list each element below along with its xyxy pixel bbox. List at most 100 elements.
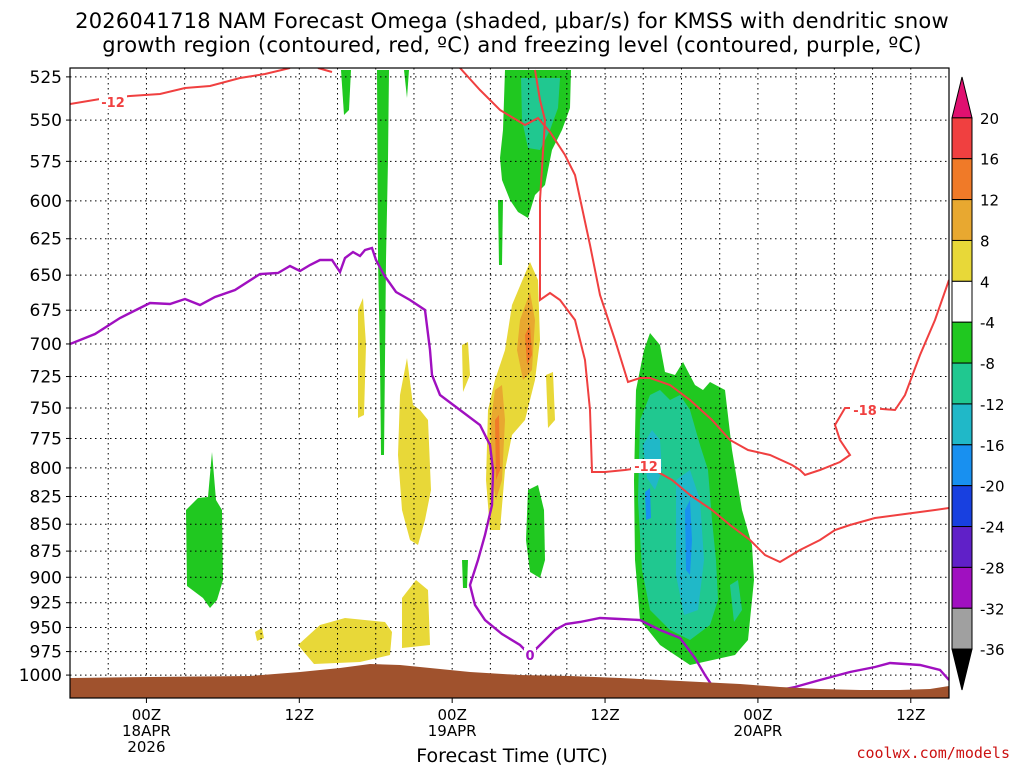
- y-tick-label: 775: [30, 429, 62, 449]
- x-tick-label: 20APR: [733, 722, 782, 740]
- colorbar-label: -32: [980, 600, 1005, 618]
- omega-area-blue: [685, 500, 692, 575]
- y-tick-label: 750: [30, 399, 62, 419]
- colorbar-swatch: [951, 199, 973, 241]
- x-tick-label: 12Z: [285, 706, 314, 724]
- grid-lines: [70, 68, 949, 698]
- omega-area-yellow: [402, 580, 430, 648]
- omega-area-yellow: [462, 342, 470, 392]
- colorbar-label: -36: [980, 641, 1005, 659]
- contour-label: -12: [99, 95, 127, 111]
- colorbar-label: 8: [980, 232, 990, 250]
- colorbar-swatch: [951, 76, 973, 119]
- omega-area-yellow: [255, 628, 264, 641]
- colorbar-swatch: [951, 444, 973, 487]
- y-tick-label: 900: [30, 568, 62, 588]
- contour-label: 0: [524, 648, 536, 664]
- plot-frame: [69, 67, 950, 699]
- colorbar-swatch: [951, 607, 973, 650]
- svg-text:-18: -18: [853, 404, 877, 419]
- colorbar-label: -16: [980, 437, 1005, 455]
- x-tick-label: 19APR: [428, 722, 477, 740]
- y-axis: 525 550 575 600 625 650 675 700 725 750 775 800 825 8…: [19, 68, 70, 686]
- colorbar-label: -24: [980, 519, 1005, 537]
- y-tick-label: 825: [30, 487, 62, 507]
- terrain-surface: [70, 664, 949, 698]
- y-tick-label: 850: [30, 515, 62, 535]
- chart-title-line2: growth region (contoured, red, ºC) and f…: [102, 33, 922, 57]
- colorbar-swatch: [951, 362, 973, 405]
- colorbar-swatch: [951, 158, 973, 201]
- colorbar-label: -20: [980, 478, 1005, 496]
- y-tick-label: 675: [30, 301, 62, 321]
- y-tick-label: 525: [30, 68, 62, 88]
- dendritic-contour-minus18: [534, 69, 949, 564]
- colorbar-label: -8: [980, 355, 995, 373]
- colorbar-swatch: [951, 566, 973, 609]
- y-tick-label: 1000: [19, 666, 62, 686]
- y-tick-label: 725: [30, 368, 62, 388]
- colorbar-label: -28: [980, 559, 1005, 577]
- y-tick-label: 875: [30, 542, 62, 562]
- colorbar-swatch: [951, 403, 973, 446]
- x-tick-label: 12Z: [590, 706, 619, 724]
- y-tick-label: 950: [30, 618, 62, 638]
- colorbar-label: 12: [980, 192, 999, 210]
- x-tick-label: 00Z: [743, 706, 772, 724]
- x-tick-label: 18APR: [122, 722, 171, 740]
- svg-text:-12: -12: [101, 96, 125, 111]
- colorbar-label: 4: [980, 273, 990, 291]
- contour-label: -18: [850, 403, 880, 419]
- omega-area-teal: [730, 580, 742, 622]
- omega-shading: [186, 70, 754, 665]
- omega-area-green: [404, 70, 409, 98]
- colorbar-swatch: [951, 117, 973, 160]
- colorbar-swatch: [951, 648, 973, 691]
- omega-area-teal: [521, 78, 560, 150]
- y-tick-label: 575: [30, 152, 62, 172]
- y-tick-label: 625: [30, 230, 62, 250]
- y-tick-label: 650: [30, 266, 62, 286]
- omega-area-orange: [525, 325, 532, 365]
- omega-area-yellow: [298, 618, 392, 664]
- contours: -12 -12 -18 0: [70, 68, 949, 697]
- contour-label: -12: [631, 459, 661, 475]
- y-tick-label: 800: [30, 459, 62, 479]
- x-tick-label: 00Z: [132, 706, 161, 724]
- omega-area-orange: [495, 415, 500, 480]
- y-tick-label: 925: [30, 594, 62, 614]
- omega-area-green: [186, 452, 223, 608]
- omega-area-green: [377, 70, 389, 455]
- colorbar-swatch: [951, 280, 973, 323]
- colorbar-label: -12: [980, 396, 1005, 414]
- credit-text: coolwx.com/models: [856, 744, 1010, 762]
- colorbar-swatch: [951, 321, 973, 364]
- y-tick-label: 975: [30, 643, 62, 663]
- omega-area-green: [498, 200, 503, 265]
- colorbar-swatch: [951, 485, 973, 528]
- omega-area-green: [462, 560, 468, 588]
- x-tick-label: 12Z: [896, 706, 925, 724]
- freezing-level-contour: [70, 246, 949, 697]
- x-tick-label: 00Z: [437, 706, 466, 724]
- y-tick-label: 550: [30, 111, 62, 131]
- chart-title-line1: 2026041718 NAM Forecast Omega (shaded, μ…: [75, 9, 949, 33]
- x-axis-label: Forecast Time (UTC): [416, 745, 608, 767]
- y-tick-label: 700: [30, 335, 62, 355]
- omega-area-blue: [645, 488, 651, 520]
- omega-area-yellow: [546, 372, 555, 428]
- colorbar-label: 16: [980, 151, 999, 169]
- colorbar-label: 20: [980, 110, 999, 128]
- colorbar: 20 16 12 8 4 -4 -8 -12 -16 -20 -24 -28 -32 -36: [951, 76, 1005, 691]
- omega-area-teal: [652, 590, 674, 616]
- svg-text:0: 0: [525, 649, 534, 664]
- omega-area-yellow: [398, 358, 431, 545]
- colorbar-swatch: [951, 239, 973, 282]
- svg-text:-12: -12: [634, 460, 658, 475]
- colorbar-swatch: [951, 526, 973, 568]
- y-tick-label: 600: [30, 192, 62, 212]
- omega-area-green: [526, 485, 545, 578]
- omega-area-green: [341, 70, 351, 115]
- colorbar-label: -4: [980, 314, 995, 332]
